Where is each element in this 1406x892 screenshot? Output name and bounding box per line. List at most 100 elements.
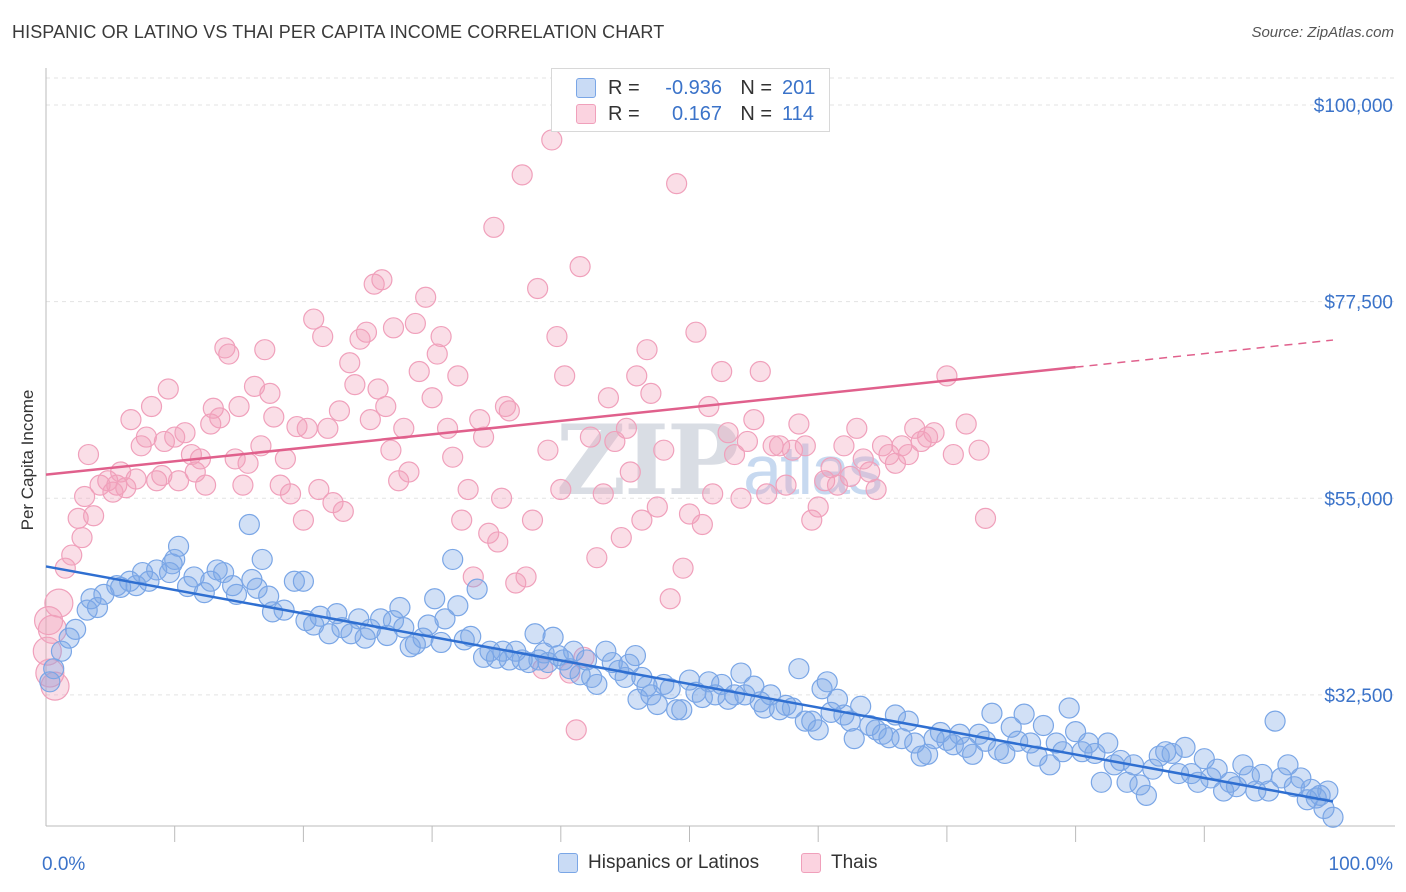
hispanic-point — [897, 710, 919, 732]
bottom-legend-swatch-thai — [801, 853, 821, 873]
thai-point — [653, 439, 675, 461]
thai-point — [457, 478, 479, 501]
thai-point — [462, 566, 484, 588]
hispanic-point — [916, 743, 939, 765]
thai-point — [442, 446, 464, 468]
thai-point — [359, 408, 381, 431]
y-tick-label: $32,500 — [1324, 686, 1393, 707]
hispanic-point — [251, 548, 273, 571]
hispanic-point — [563, 640, 585, 662]
chart-title: HISPANIC OR LATINO VS THAI PER CAPITA IN… — [12, 22, 665, 42]
thai-point — [723, 443, 746, 466]
hispanic-point — [466, 578, 488, 600]
thai-point — [274, 448, 296, 470]
thai-point — [194, 474, 217, 496]
thai-point — [781, 439, 804, 461]
thai-point — [355, 321, 378, 343]
legend-n-label: N = — [740, 76, 772, 99]
hispanic-point — [1000, 716, 1022, 738]
thai-point — [243, 375, 266, 397]
thai-point — [490, 487, 513, 509]
x-tick-label: 0.0% — [42, 854, 85, 875]
thai-point — [586, 547, 608, 569]
thai-point — [631, 509, 653, 531]
thai-trend-line — [45, 365, 1076, 476]
thai-point — [794, 435, 816, 457]
hispanic-point — [183, 566, 205, 588]
thai-point — [537, 439, 559, 461]
thai-point — [527, 277, 549, 300]
thai-trend-line-extension — [1075, 339, 1334, 368]
hispanic-point — [393, 617, 415, 639]
hispanic-point — [595, 640, 617, 662]
thai-point — [691, 513, 713, 536]
hispanic-point — [1090, 771, 1112, 793]
legend-swatch-hispanic — [576, 78, 596, 98]
hispanic-point — [200, 570, 222, 592]
thai-point — [826, 474, 849, 496]
thai-point — [436, 417, 459, 439]
thai-point — [332, 500, 354, 522]
thai-point — [303, 308, 325, 330]
y-tick-label: $77,500 — [1324, 293, 1393, 314]
bottom-legend-hispanic: Hispanics or Latinos — [558, 852, 759, 874]
thai-point — [968, 439, 990, 461]
hispanic-point — [586, 673, 608, 696]
thai-point — [292, 509, 314, 531]
thai-point — [375, 395, 397, 418]
thai-point — [120, 408, 142, 431]
hispanic-point — [1135, 784, 1157, 807]
source-label: Source: ZipAtlas.com — [1251, 24, 1394, 41]
hispanic-point — [788, 658, 810, 680]
thai-point — [344, 374, 366, 396]
hispanic-point — [1077, 732, 1100, 754]
hispanic-point — [1161, 742, 1183, 765]
hispanic-point — [318, 623, 340, 645]
hispanic-point — [1013, 703, 1035, 725]
thai-point — [106, 474, 128, 496]
thai-point — [164, 426, 186, 448]
thai-point — [592, 483, 614, 505]
hispanic-point — [39, 671, 61, 693]
thai-point — [447, 365, 469, 387]
hispanic-point — [447, 595, 469, 617]
hispanic-point — [167, 535, 190, 557]
thai-point — [974, 507, 997, 529]
thai-point — [579, 426, 602, 448]
thai-point — [254, 339, 276, 361]
thai-point — [839, 465, 861, 488]
thai-point — [426, 343, 448, 365]
thai-point — [312, 325, 334, 348]
hispanic-point — [730, 662, 752, 684]
hispanic-point — [1322, 806, 1344, 828]
thai-point — [775, 474, 797, 496]
hispanic-point — [246, 577, 268, 599]
thai-point — [672, 557, 694, 579]
thai-point — [573, 646, 595, 668]
hispanic-point — [424, 588, 446, 610]
thai-point — [788, 413, 810, 435]
x-tick-label: 100.0% — [1329, 854, 1394, 875]
hispanic-point — [981, 702, 1003, 724]
y-axis-label: Per Capita Income — [18, 389, 37, 531]
thai-point — [339, 352, 361, 374]
hispanic-point — [518, 651, 540, 674]
thai-point — [646, 496, 668, 518]
thai-point — [408, 360, 430, 383]
thai-point — [511, 164, 533, 186]
hispanic-point — [794, 710, 816, 732]
hispanic-point — [460, 625, 482, 647]
hispanic-point — [524, 623, 546, 645]
thai-point — [936, 365, 958, 387]
hispanic-point — [158, 561, 181, 584]
bottom-legend-label-hispanic: Hispanics or Latinos — [588, 852, 760, 873]
bottom-legend-label-thai: Thais — [831, 852, 878, 873]
bottom-legend-swatch-hispanic — [558, 853, 578, 873]
hispanic-point — [843, 728, 865, 750]
thai-point — [421, 387, 443, 409]
thai-point — [483, 216, 505, 238]
thai-point — [398, 461, 420, 483]
hispanic-point — [76, 599, 98, 621]
thai-point — [259, 382, 281, 404]
thai-point — [666, 173, 688, 195]
